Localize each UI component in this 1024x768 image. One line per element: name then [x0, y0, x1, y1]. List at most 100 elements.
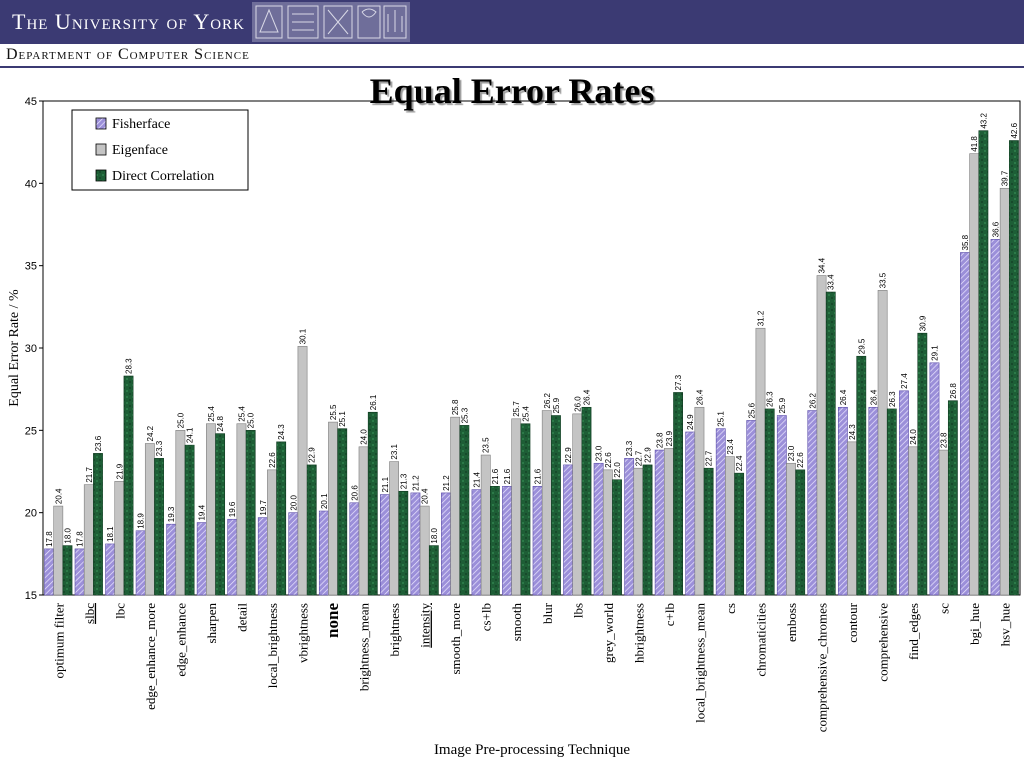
- data-label: 21.3: [399, 473, 408, 489]
- bar-fisherface: [196, 522, 207, 596]
- y-tick-label: 30: [25, 343, 37, 355]
- category-label: detail: [234, 603, 249, 632]
- bar-eigenface: [572, 413, 583, 596]
- data-label: 23.8: [940, 432, 949, 448]
- data-label: 29.1: [930, 345, 939, 361]
- data-label: 17.8: [76, 531, 85, 547]
- bar-fisherface: [288, 512, 299, 596]
- bar-direct-correlation: [428, 545, 439, 596]
- category-label: optimum filter: [51, 602, 66, 678]
- data-label: 25.7: [512, 401, 521, 417]
- data-label: 23.0: [787, 445, 796, 461]
- bar-direct-correlation: [184, 444, 195, 596]
- bar-fisherface: [990, 239, 1001, 596]
- data-label: 23.4: [726, 439, 735, 455]
- bar-fisherface: [380, 494, 390, 596]
- bar-fisherface: [807, 410, 818, 596]
- data-label: 35.8: [961, 234, 970, 250]
- category-label: lbc: [112, 603, 127, 619]
- bar-eigenface: [328, 421, 338, 596]
- data-label: 23.1: [390, 443, 399, 459]
- data-label: 24.3: [848, 424, 857, 440]
- data-label: 26.0: [573, 396, 582, 412]
- category-label: grey_world: [601, 603, 616, 663]
- bar-eigenface: [999, 187, 1010, 596]
- legend-label: Direct Correlation: [112, 169, 214, 184]
- data-label: 19.4: [198, 504, 207, 520]
- bar-fisherface: [135, 530, 146, 596]
- category-label: chromaticities: [753, 603, 768, 677]
- data-label: 26.4: [869, 389, 878, 405]
- bar-fisherface: [410, 492, 421, 596]
- bar-eigenface: [206, 423, 216, 596]
- data-label: 29.5: [857, 338, 866, 354]
- bar-direct-correlation: [245, 430, 256, 596]
- data-label: 25.4: [207, 406, 216, 422]
- data-label: 33.4: [827, 274, 836, 290]
- x-axis-label: Image Pre-processing Technique: [434, 742, 630, 758]
- data-label: 18.9: [137, 513, 146, 529]
- bar-eigenface: [144, 443, 155, 596]
- category-label: brightness_mean: [357, 603, 372, 692]
- bar-direct-correlation: [154, 458, 164, 596]
- bar-fisherface: [74, 548, 85, 596]
- data-label: 24.3: [277, 424, 286, 440]
- bar-fisherface: [960, 252, 970, 596]
- data-label: 25.8: [451, 399, 460, 415]
- bar-eigenface: [877, 290, 888, 596]
- bar-fisherface: [105, 543, 116, 596]
- data-label: 26.1: [369, 394, 378, 410]
- bar-eigenface: [847, 441, 857, 596]
- bar-fisherface: [441, 492, 451, 596]
- bar-fisherface: [257, 517, 268, 596]
- bar-fisherface: [746, 420, 757, 596]
- data-label: 26.2: [543, 392, 552, 408]
- data-label: 25.0: [176, 412, 185, 428]
- category-label: hbrightness: [631, 603, 646, 663]
- bar-eigenface: [358, 446, 369, 596]
- data-label: 24.9: [686, 414, 695, 430]
- category-label: intensity: [418, 603, 433, 648]
- data-label: 25.3: [460, 407, 469, 423]
- bar-direct-correlation: [612, 479, 622, 596]
- data-label: 26.4: [582, 389, 591, 405]
- legend-swatch: [95, 169, 107, 182]
- bar-eigenface: [53, 505, 64, 596]
- data-label: 22.9: [564, 447, 573, 463]
- category-label: slbc: [82, 603, 97, 624]
- data-label: 22.6: [796, 452, 805, 468]
- bar-eigenface: [511, 418, 522, 596]
- category-label: blur: [540, 602, 555, 624]
- data-label: 19.7: [259, 499, 268, 515]
- bar-direct-correlation: [459, 425, 470, 596]
- data-label: 21.6: [534, 468, 543, 484]
- category-label: local_brightness_mean: [692, 603, 707, 723]
- y-tick-label: 40: [25, 178, 37, 190]
- category-label: lbs: [570, 603, 585, 618]
- category-label: comprehensive_chromes: [815, 603, 830, 732]
- data-label: 25.9: [778, 397, 787, 413]
- bar-fisherface: [837, 406, 848, 596]
- data-label: 26.4: [695, 389, 704, 405]
- data-label: 43.2: [979, 113, 988, 129]
- bar-eigenface: [602, 469, 613, 596]
- data-label: 30.1: [299, 328, 308, 344]
- data-label: 25.9: [552, 397, 561, 413]
- bar-direct-correlation: [673, 392, 683, 596]
- bar-fisherface: [868, 406, 879, 596]
- bar-fisherface: [471, 489, 482, 596]
- bar-direct-correlation: [764, 408, 775, 596]
- data-label: 22.9: [308, 447, 317, 463]
- bar-eigenface: [389, 461, 400, 596]
- bar-direct-correlation: [276, 441, 287, 596]
- category-label: c+lb: [662, 603, 677, 626]
- data-label: 33.5: [879, 272, 888, 288]
- data-label: 22.6: [268, 452, 277, 468]
- data-label: 17.8: [45, 531, 54, 547]
- data-label: 20.4: [421, 488, 430, 504]
- bar-eigenface: [114, 481, 125, 596]
- bar-eigenface: [663, 448, 674, 596]
- bar-direct-correlation: [306, 464, 317, 596]
- data-label: 24.2: [146, 425, 155, 441]
